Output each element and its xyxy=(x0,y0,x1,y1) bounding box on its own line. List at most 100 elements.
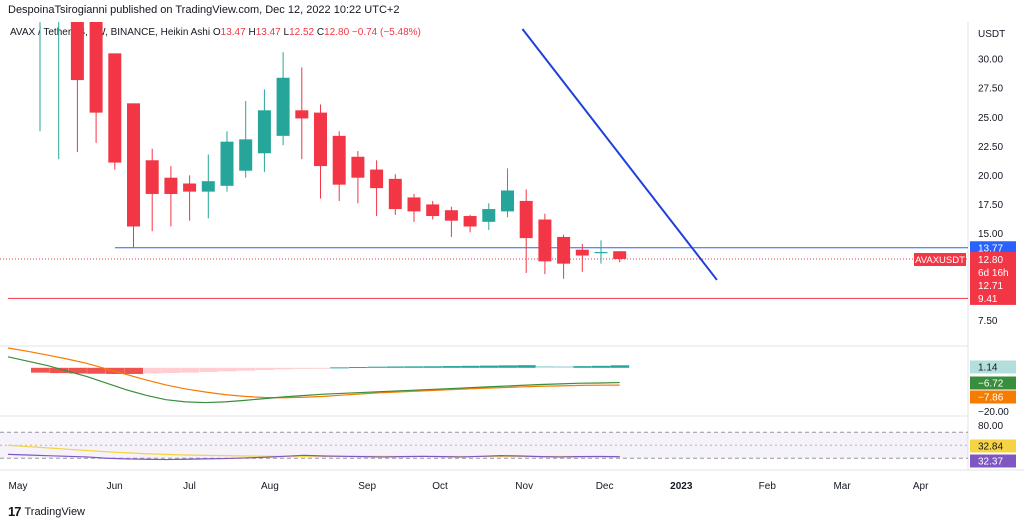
macd-tick-label: −20.00 xyxy=(978,407,1009,418)
time-axis-label: Dec xyxy=(596,481,614,492)
macd-histogram-bar xyxy=(461,365,480,368)
price-tick-label: 22.50 xyxy=(978,142,1003,153)
publish-info: DespoinaTsirogianni published on Trading… xyxy=(8,4,400,16)
symbol-tag: AVAXUSDT xyxy=(915,255,965,266)
macd-histogram-bar xyxy=(479,365,499,368)
candle-body xyxy=(407,197,421,212)
candle-body xyxy=(220,141,234,186)
rsi-ma-line xyxy=(7,444,620,458)
prev-close-label: 12.71 xyxy=(978,281,1003,292)
time-axis-label: Aug xyxy=(261,481,279,492)
candle-body xyxy=(145,160,159,194)
macd-signal-value: −7.86 xyxy=(978,393,1004,404)
candle-body xyxy=(108,53,122,163)
candle-body xyxy=(501,190,514,212)
macd-histogram-bar xyxy=(517,365,536,368)
candle-body xyxy=(426,204,440,217)
macd-histogram-bar xyxy=(330,367,349,369)
macd-histogram-bar xyxy=(498,365,517,368)
candle-body xyxy=(482,209,496,222)
time-axis-label: Jun xyxy=(107,481,123,492)
high-value: 13.47 xyxy=(255,27,281,38)
price-tick-label: 27.50 xyxy=(978,84,1003,95)
macd-histogram-bar xyxy=(592,365,611,368)
macd-histogram-bar xyxy=(367,366,387,368)
candle-body xyxy=(351,156,365,178)
close-value: 12.80 xyxy=(324,27,350,38)
last-price-label: 12.80 xyxy=(978,255,1003,266)
time-axis-label: Apr xyxy=(913,481,929,492)
macd-value-bg xyxy=(970,376,1016,390)
candle-body xyxy=(519,200,533,239)
macd-histogram-bar xyxy=(124,367,143,374)
macd-histogram-bar xyxy=(423,366,443,368)
time-axis-label: Mar xyxy=(833,481,851,492)
candle-body xyxy=(557,236,571,264)
tradingview-logo-icon: 17 xyxy=(8,504,22,519)
candle-body xyxy=(127,103,140,227)
macd-histogram-bar xyxy=(610,365,630,368)
macd-histogram-bar xyxy=(49,367,69,374)
macd-histogram-bar xyxy=(31,367,50,373)
macd-histogram-bar xyxy=(274,367,293,370)
macd-histogram-bar xyxy=(218,367,237,372)
support-price-label: 9.41 xyxy=(978,294,998,305)
low-value: 12.52 xyxy=(289,27,315,38)
price-tick-label: 12.50 xyxy=(978,258,1003,269)
macd-hist-value: 1.14 xyxy=(978,363,998,374)
time-axis-label: Jul xyxy=(183,481,196,492)
last-price-block xyxy=(970,252,1016,294)
symbol-tag-bg xyxy=(914,253,966,267)
price-tick-label: 15.00 xyxy=(978,229,1003,240)
candle-body xyxy=(239,139,253,171)
downtrend-line xyxy=(521,28,718,281)
countdown-label: 6d 16h xyxy=(978,268,1009,279)
macd-histogram-bar xyxy=(535,366,555,368)
rsi-band-fill xyxy=(0,432,968,459)
macd-line xyxy=(7,356,620,404)
macd-histogram-bar xyxy=(255,367,274,370)
macd-histogram-bar xyxy=(442,366,461,368)
price-tick-label: 7.50 xyxy=(978,316,998,327)
candle-body xyxy=(201,181,215,192)
candle-body xyxy=(575,249,589,256)
change-value: −0.74 (−5.48%) xyxy=(351,27,421,38)
macd-signal-value-bg xyxy=(970,390,1016,404)
macd-hist-value-bg xyxy=(970,360,1016,374)
close-label: C xyxy=(316,27,325,38)
price-tick-label: 17.50 xyxy=(978,200,1003,211)
resistance-price-label-bg xyxy=(970,241,1016,255)
candle-body xyxy=(613,251,627,260)
candle-body xyxy=(164,177,178,194)
high-label: H xyxy=(248,27,256,38)
candle-body xyxy=(70,22,84,81)
macd-histogram-bar xyxy=(68,367,87,374)
candle-body xyxy=(594,252,608,254)
macd-histogram-bar xyxy=(348,367,368,369)
resistance-price-label: 13.77 xyxy=(978,243,1003,254)
price-tick-label: 25.00 xyxy=(978,113,1003,124)
candle-body xyxy=(332,135,346,185)
candle-body xyxy=(444,210,458,221)
footer-brand[interactable]: 17 TradingView xyxy=(8,504,85,519)
candle-body xyxy=(314,112,327,167)
time-axis-label: May xyxy=(9,481,28,492)
price-tick-label: 20.00 xyxy=(978,171,1003,182)
candle-body xyxy=(538,219,552,262)
symbol-name: AVAX / TetherUS, 1W, BINANCE, Heikin Ash… xyxy=(10,27,211,38)
support-price-label-bg xyxy=(970,291,1016,305)
candle-body xyxy=(295,110,309,119)
macd-histogram-bar xyxy=(199,367,218,372)
candle-body xyxy=(463,216,477,227)
macd-histogram-bar xyxy=(554,366,574,368)
rsi-value-bg xyxy=(970,454,1016,468)
price-tick-label: 10.00 xyxy=(978,287,1003,298)
macd-histogram-bar xyxy=(105,367,125,374)
time-axis-label: Sep xyxy=(358,481,376,492)
macd-histogram-bar xyxy=(405,366,424,368)
macd-histogram-bar xyxy=(161,367,181,374)
rsi-line xyxy=(7,453,620,461)
candle-body xyxy=(183,183,197,192)
